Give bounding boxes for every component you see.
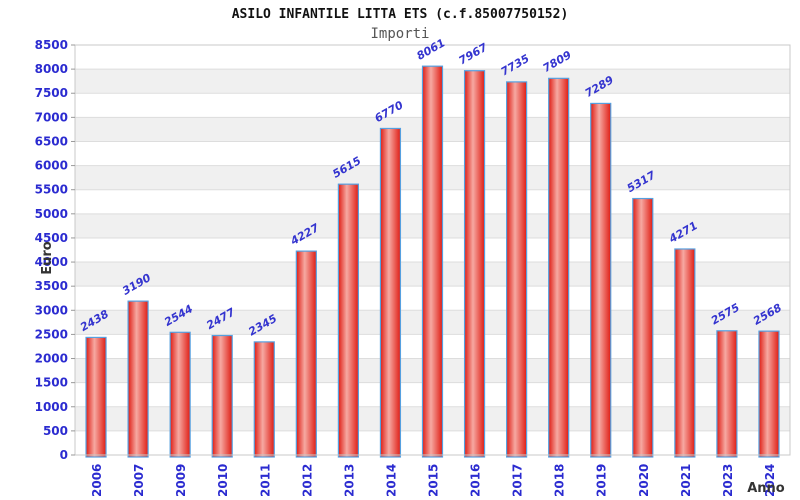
bar-2017 (506, 81, 528, 458)
bar-2010 (211, 334, 233, 458)
bar-2012 (295, 250, 317, 458)
value-label-2015: 8061 (415, 36, 448, 63)
y-tick-label-3500: 3500 (35, 279, 68, 293)
y-axis-title: Euro (40, 241, 55, 275)
y-tick-label-0: 0 (60, 448, 68, 462)
y-tick-label-1000: 1000 (35, 400, 68, 414)
y-tick-label-5000: 5000 (35, 207, 68, 221)
x-tick-label-2009: 2009 (174, 464, 188, 497)
y-tick-label-7500: 7500 (35, 86, 68, 100)
bar-2013 (337, 183, 359, 458)
y-tick-label-8000: 8000 (35, 62, 68, 76)
bar-2011 (253, 341, 275, 458)
bar-2006 (85, 336, 107, 458)
x-axis-title: Anno (747, 481, 785, 496)
x-tick-label-2015: 2015 (427, 464, 441, 497)
x-tick-label-2010: 2010 (216, 464, 230, 497)
y-tick-label-4500: 4500 (35, 231, 68, 245)
x-tick-label-2006: 2006 (90, 464, 104, 497)
x-tick-label-2018: 2018 (553, 464, 567, 497)
x-tick-label-2017: 2017 (511, 464, 525, 497)
y-tick-label-3000: 3000 (35, 303, 68, 317)
y-tick-label-6000: 6000 (35, 159, 68, 173)
y-tick-label-8500: 8500 (35, 38, 68, 52)
x-tick-label-2023: 2023 (721, 464, 735, 497)
plot-border (74, 44, 791, 456)
bar-2009 (169, 331, 191, 458)
x-tick-label-2016: 2016 (469, 464, 483, 497)
y-tick-label-7000: 7000 (35, 110, 68, 124)
x-tick-label-2019: 2019 (595, 464, 609, 497)
bar-2007 (127, 300, 149, 458)
x-tick-label-2013: 2013 (342, 464, 356, 497)
chart-title: ASILO INFANTILE LITTA ETS (c.f.850077501… (231, 7, 569, 22)
bar-2015 (421, 65, 444, 458)
y-tick-label-6500: 6500 (35, 134, 68, 148)
bar-2021 (674, 248, 696, 458)
y-tick-label-4000: 4000 (35, 255, 68, 269)
y-tick-label-2000: 2000 (35, 352, 68, 366)
x-tick-label-2014: 2014 (384, 464, 398, 497)
chart-subtitle: Importi (370, 26, 430, 42)
bar-2020 (632, 197, 654, 458)
y-tick-label-500: 500 (43, 424, 68, 438)
bar-2024 (758, 330, 780, 458)
y-tick-label-2500: 2500 (35, 327, 68, 341)
bar-2016 (463, 70, 486, 458)
x-tick-label-2012: 2012 (300, 464, 314, 497)
x-tick-label-2007: 2007 (132, 464, 146, 497)
y-tick-label-5500: 5500 (35, 183, 68, 197)
bar-2014 (379, 127, 402, 458)
bar-2019 (590, 102, 612, 458)
bar-2018 (548, 77, 570, 458)
bar-2023 (716, 330, 738, 458)
x-tick-label-2024: 2024 (763, 464, 777, 497)
x-tick-label-2011: 2011 (258, 464, 272, 497)
x-tick-label-2020: 2020 (637, 464, 651, 497)
x-tick-label-2021: 2021 (679, 464, 693, 497)
y-tick-label-1500: 1500 (35, 376, 68, 390)
